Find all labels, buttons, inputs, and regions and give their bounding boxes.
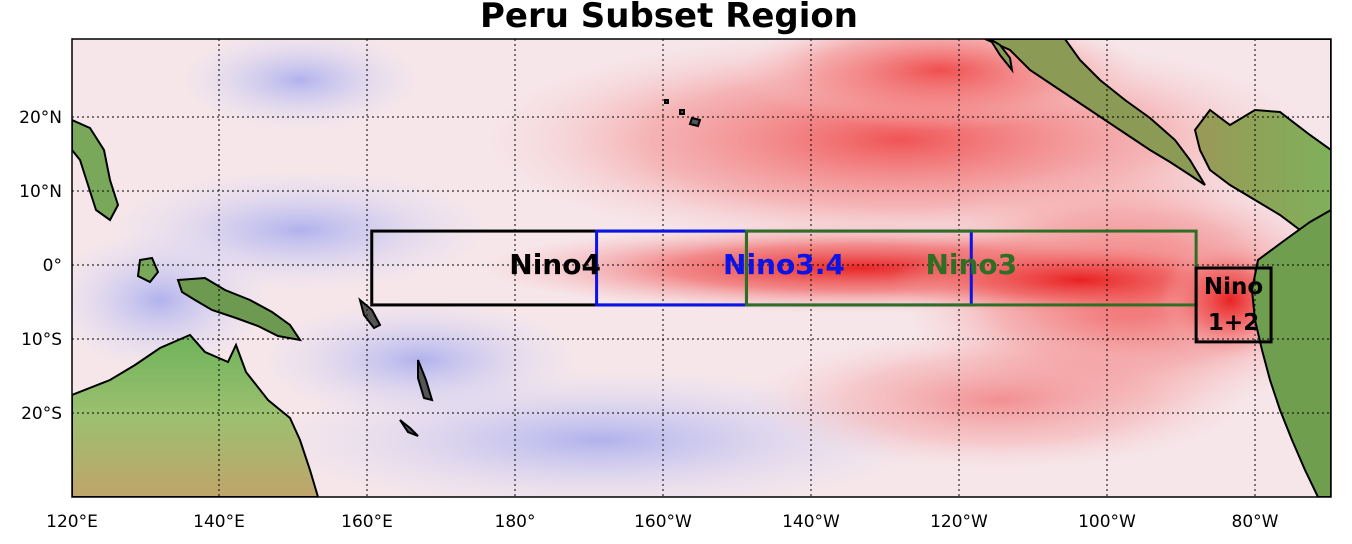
baja-california (989, 39, 1014, 74)
lon-tick-label: 180° (495, 512, 536, 532)
pacific-islands (358, 297, 434, 437)
lon-tick-label: 140°W (782, 512, 840, 532)
lon-tick-label: 120°E (46, 512, 98, 532)
hawaii-islands (664, 99, 702, 128)
lon-tick-label: 140°E (193, 512, 245, 532)
lon-tick-label: 160°W (634, 512, 692, 532)
lon-tick-label: 120°W (930, 512, 988, 532)
region-label-nino4: Nino4 (509, 248, 601, 281)
lat-tick-label: 20°S (21, 404, 62, 424)
lat-tick-label: 20°N (19, 108, 62, 128)
lat-tick-label: 10°S (21, 330, 62, 350)
region-label-nino3: Nino3 (925, 248, 1017, 281)
region-label-nino34: Nino3.4 (723, 248, 845, 281)
mexico-landmass (984, 39, 1206, 186)
map-frame (71, 38, 1332, 498)
region-box-nino12 (1194, 266, 1273, 344)
lon-tick-label: 100°W (1078, 512, 1136, 532)
lon-tick-label: 160°E (341, 512, 393, 532)
philippines-landmass (72, 118, 120, 222)
lat-tick-label: 0° (43, 256, 62, 276)
region-label-nino12-line2: 1+2 (1208, 310, 1259, 336)
latitude-labels: 20°N 10°N 0° 10°S 20°S (19, 108, 62, 424)
new-guinea-landmass (176, 276, 303, 342)
region-label-nino12: Nino (1204, 274, 1263, 300)
sulawesi-landmass (136, 256, 160, 284)
map-title: Peru Subset Region (479, 0, 858, 36)
gridlines (72, 39, 1331, 497)
longitude-labels: 120°E 140°E 160°E 180° 160°W 140°W 120°W… (46, 512, 1279, 532)
nino-regions: Nino4 Nino3.4 Nino3 Nino 1+2 (370, 229, 1273, 344)
lat-tick-label: 10°N (19, 182, 62, 202)
australia-landmass (72, 333, 320, 497)
lon-tick-label: 80°W (1232, 512, 1279, 532)
